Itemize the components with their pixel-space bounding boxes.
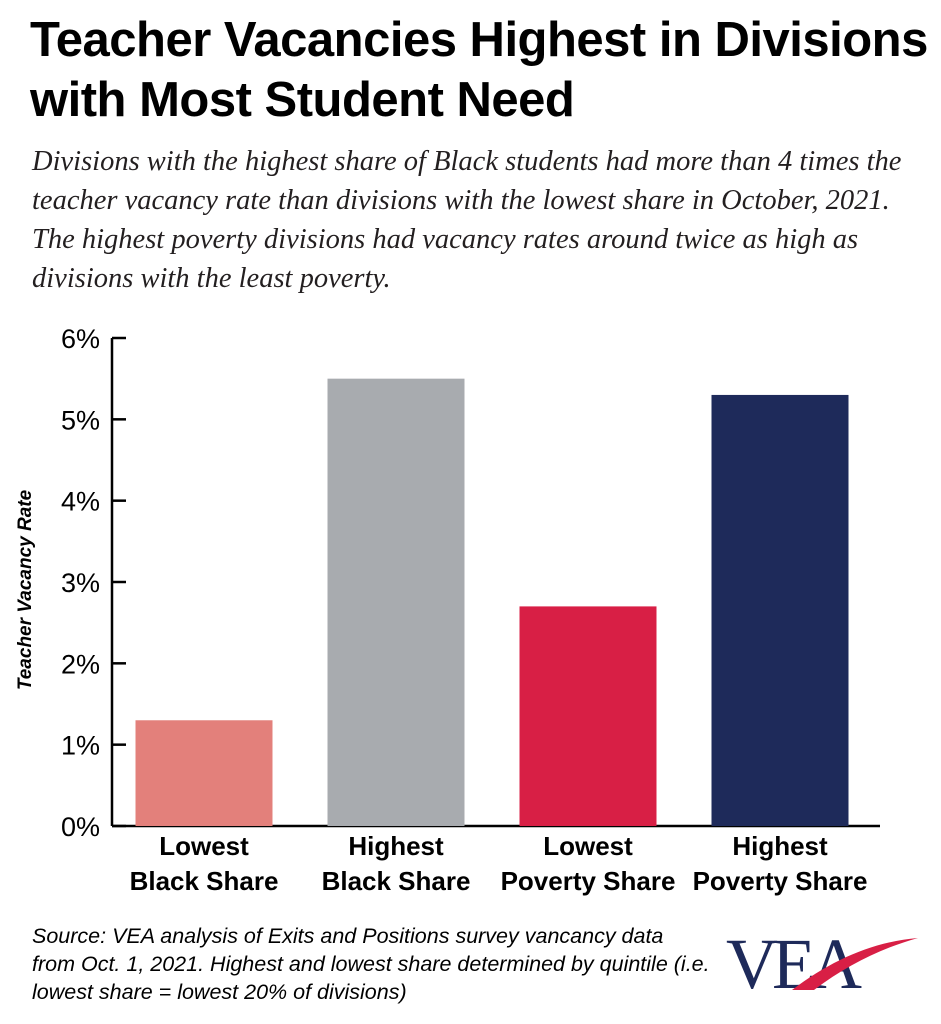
bar-3 <box>519 606 657 826</box>
bar-chart: 0% 1% 2% 3% 4% 5% 6% Teacher Vacancy Rate Lowest… <box>15 324 880 896</box>
y-tick-label: 3% <box>61 568 100 598</box>
y-tick-label: 6% <box>61 324 100 354</box>
x-category-label: Black Share <box>322 866 471 896</box>
bar-2 <box>327 378 465 826</box>
x-category-label: Highest <box>348 831 444 861</box>
chart-subtitle: Divisions with the highest share of Blac… <box>32 146 902 294</box>
vea-logo-swoosh <box>792 938 918 990</box>
y-axis-title: Teacher Vacancy Rate <box>15 489 36 690</box>
source-note: Source: VEA analysis of Exits and Positi… <box>32 924 710 1004</box>
y-tick-label: 5% <box>61 405 100 435</box>
y-tick-label: 2% <box>61 649 100 679</box>
x-category-label: Poverty Share <box>501 866 676 896</box>
x-category-label: Highest <box>732 831 828 861</box>
y-tick-label: 4% <box>61 487 100 517</box>
y-tick-label: 0% <box>61 812 100 842</box>
vea-logo: VEA <box>726 924 918 1000</box>
chart-title: Teacher Vacancies Highest in Divisions w… <box>30 13 928 127</box>
y-tick-label: 1% <box>61 731 100 761</box>
x-category-label: Lowest <box>543 831 633 861</box>
x-category-label: Poverty Share <box>693 866 868 896</box>
x-category-label: Black Share <box>130 866 279 896</box>
bar-1 <box>135 720 273 826</box>
x-category-label: Lowest <box>159 831 249 861</box>
bar-4 <box>711 394 849 826</box>
